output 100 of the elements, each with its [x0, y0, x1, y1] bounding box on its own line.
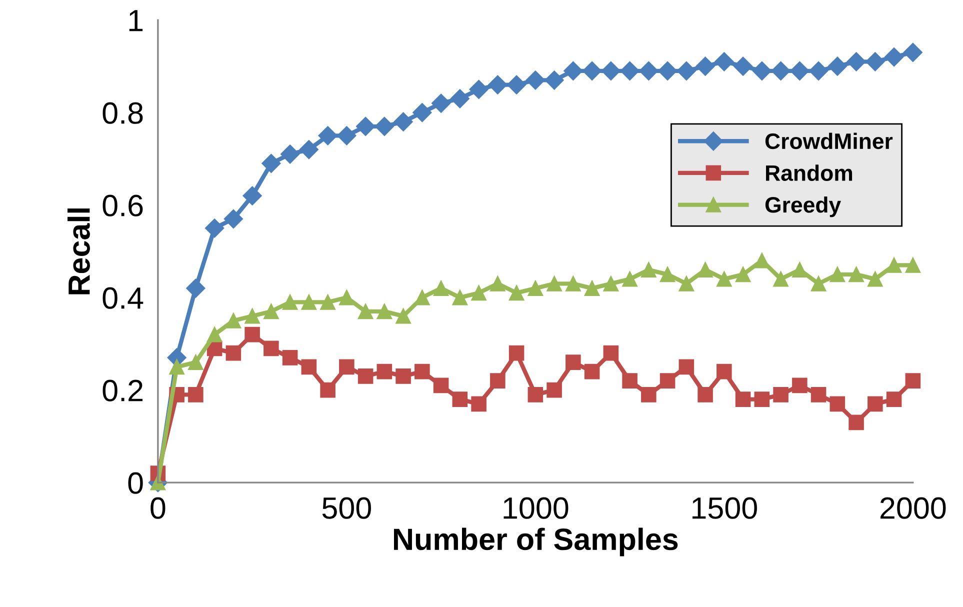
point [339, 359, 354, 375]
point [508, 345, 524, 361]
point [544, 70, 564, 90]
point [471, 396, 486, 412]
legend-label: CrowdMiner [765, 132, 893, 150]
point [282, 350, 298, 366]
point [488, 75, 508, 94]
point [809, 61, 828, 80]
point [471, 285, 486, 301]
point [414, 364, 430, 380]
x-tick-label: 1000 [504, 497, 568, 519]
point [678, 359, 694, 375]
point [639, 61, 658, 80]
point [490, 276, 506, 292]
point [358, 304, 374, 320]
point [490, 373, 506, 388]
point [244, 326, 260, 342]
point [526, 70, 545, 90]
point [396, 308, 411, 324]
point [603, 276, 619, 292]
point [866, 52, 885, 72]
point [433, 378, 449, 394]
point [584, 280, 600, 296]
x-tick-label: 0 [150, 497, 166, 519]
point [828, 56, 847, 76]
point [868, 396, 883, 412]
point [318, 126, 338, 146]
y-tick-label: 0.6 [102, 194, 143, 216]
point [790, 61, 810, 80]
point [508, 285, 524, 301]
point [301, 359, 317, 375]
point [376, 364, 392, 380]
point [564, 61, 583, 80]
point [660, 373, 676, 388]
point [376, 304, 392, 320]
point [601, 61, 620, 80]
point [433, 280, 449, 296]
point [754, 392, 770, 407]
x-axis-title: Number of Samples [394, 528, 678, 556]
point [698, 387, 713, 402]
point [396, 368, 411, 384]
point [582, 61, 602, 80]
point [698, 262, 713, 278]
point [641, 387, 656, 402]
point [716, 271, 732, 287]
point [714, 52, 734, 72]
point [754, 252, 770, 268]
point [905, 373, 921, 388]
legend-label: Random [766, 164, 852, 181]
point [830, 396, 846, 412]
point [696, 56, 715, 76]
point [546, 382, 562, 398]
point [242, 186, 262, 206]
point [469, 80, 488, 99]
point [244, 308, 260, 324]
point [412, 103, 432, 122]
point [337, 126, 356, 146]
point [320, 294, 336, 310]
point [603, 345, 619, 361]
point [584, 364, 600, 380]
point [735, 266, 751, 282]
point [792, 262, 808, 278]
y-tick-label: 0 [128, 472, 143, 494]
point [903, 42, 922, 62]
point [264, 340, 279, 356]
point [546, 276, 562, 292]
point [810, 387, 826, 402]
point [641, 262, 656, 278]
point [620, 61, 640, 80]
point [848, 414, 864, 430]
x-tick-label: 500 [322, 497, 371, 519]
point [358, 368, 374, 384]
point [886, 392, 902, 407]
point [566, 276, 581, 292]
point [452, 392, 468, 407]
point [432, 94, 451, 113]
y-tick-label: 0.4 [102, 287, 144, 309]
point [678, 276, 694, 292]
point [886, 258, 902, 273]
point [282, 294, 298, 310]
point [771, 61, 790, 80]
point [186, 278, 206, 298]
point [507, 75, 526, 94]
point [734, 56, 753, 76]
point [773, 387, 788, 402]
point [830, 266, 846, 282]
y-axis-title: Recall [68, 208, 90, 294]
point [394, 112, 413, 132]
point [676, 61, 696, 80]
point [206, 326, 222, 342]
point [339, 290, 354, 306]
point [566, 354, 581, 370]
point [169, 359, 184, 375]
y-tick-label: 0.2 [102, 380, 143, 402]
point [356, 116, 376, 136]
point [299, 140, 318, 160]
point [660, 266, 676, 282]
point [226, 345, 242, 361]
point [205, 218, 224, 238]
point [868, 271, 883, 287]
